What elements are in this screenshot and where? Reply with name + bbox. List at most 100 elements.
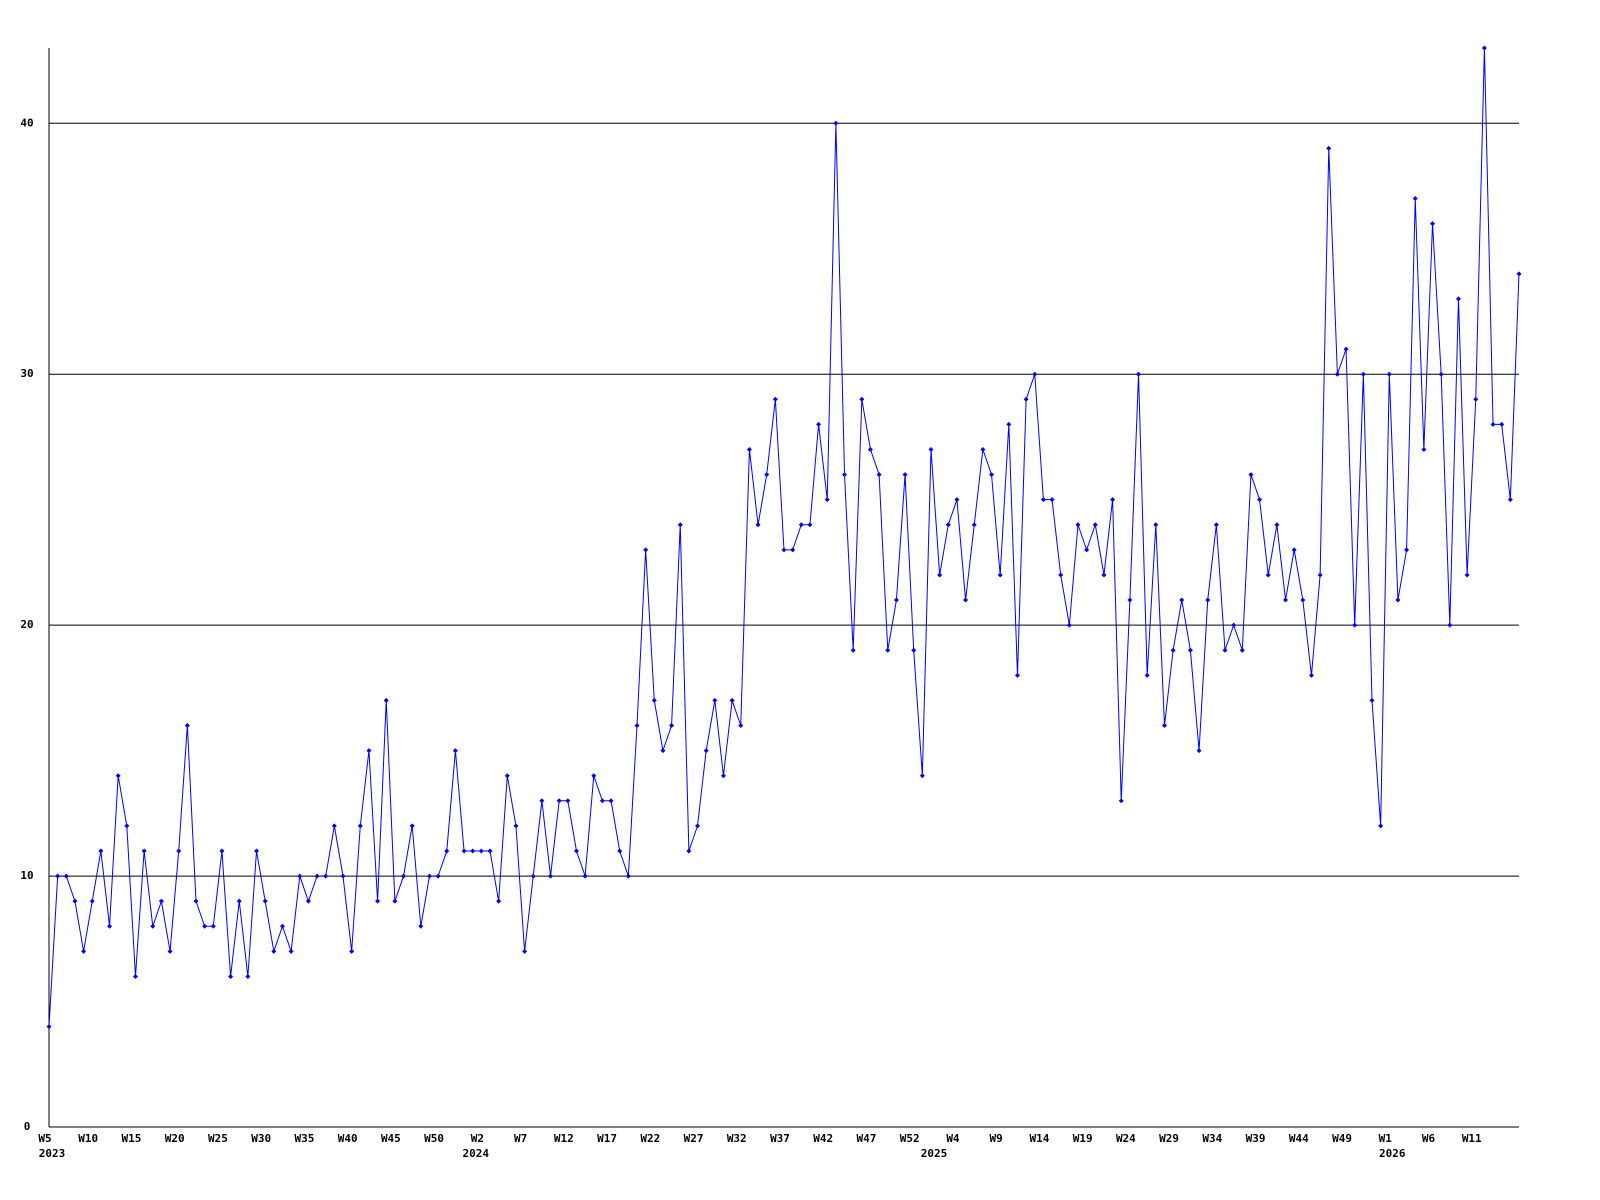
- data-point: [409, 823, 415, 829]
- data-point: [643, 547, 649, 553]
- data-point: [418, 923, 424, 929]
- data-point: [331, 823, 337, 829]
- data-point: [1490, 421, 1496, 427]
- data-point: [530, 873, 536, 879]
- data-point: [833, 120, 839, 126]
- data-point: [677, 522, 683, 528]
- data-point: [176, 848, 182, 854]
- data-point: [1499, 421, 1505, 427]
- data-point: [219, 848, 225, 854]
- data-point: [902, 472, 908, 478]
- x-tick-label: W50: [424, 1132, 444, 1145]
- data-point: [1430, 221, 1436, 227]
- data-point: [193, 898, 199, 904]
- data-point: [738, 723, 744, 729]
- data-point: [1092, 522, 1098, 528]
- x-tick-label: W32: [727, 1132, 747, 1145]
- data-point: [236, 898, 242, 904]
- year-label: 2025: [921, 1147, 948, 1160]
- x-tick-label: W47: [857, 1132, 877, 1145]
- data-point: [1464, 572, 1470, 578]
- data-point: [1265, 572, 1271, 578]
- data-point: [1473, 396, 1479, 402]
- data-point: [963, 597, 969, 603]
- data-point: [824, 497, 830, 503]
- data-point: [478, 848, 484, 854]
- data-point: [158, 898, 164, 904]
- data-point: [1196, 748, 1202, 754]
- data-point: [124, 823, 130, 829]
- x-tick-label: W29: [1159, 1132, 1179, 1145]
- y-tick-label: 30: [20, 367, 33, 380]
- data-point: [919, 773, 925, 779]
- data-point: [1317, 572, 1323, 578]
- data-point: [937, 572, 943, 578]
- data-point: [686, 848, 692, 854]
- data-point: [1326, 145, 1332, 151]
- data-point: [357, 823, 363, 829]
- data-point: [426, 873, 432, 879]
- data-point: [81, 948, 87, 954]
- data-point: [1144, 672, 1150, 678]
- x-tick-label: W45: [381, 1132, 401, 1145]
- data-point: [876, 472, 882, 478]
- data-point: [599, 798, 605, 804]
- data-point: [617, 848, 623, 854]
- data-point: [798, 522, 804, 528]
- data-point: [556, 798, 562, 804]
- data-point: [1023, 396, 1029, 402]
- x-tick-label: W20: [165, 1132, 185, 1145]
- x-tick-label: W52: [900, 1132, 920, 1145]
- data-point: [842, 472, 848, 478]
- data-point: [1412, 196, 1418, 202]
- data-point: [383, 697, 389, 703]
- data-point: [573, 848, 579, 854]
- data-point: [349, 948, 355, 954]
- data-point: [1438, 371, 1444, 377]
- data-point: [513, 823, 519, 829]
- x-tick-label: W15: [122, 1132, 142, 1145]
- data-point: [548, 873, 554, 879]
- data-point: [487, 848, 493, 854]
- data-point: [755, 522, 761, 528]
- data-point: [1274, 522, 1280, 528]
- data-point: [885, 647, 891, 653]
- x-tick-label: W14: [1029, 1132, 1049, 1145]
- data-point: [1101, 572, 1107, 578]
- data-point: [695, 823, 701, 829]
- data-point: [262, 898, 268, 904]
- data-point: [107, 923, 113, 929]
- data-point: [1127, 597, 1133, 603]
- x-tick-label: W4: [946, 1132, 960, 1145]
- data-point: [539, 798, 545, 804]
- data-point: [1343, 346, 1349, 352]
- data-point: [1257, 497, 1263, 503]
- data-point: [859, 396, 865, 402]
- data-point: [634, 723, 640, 729]
- x-tick-label: W11: [1462, 1132, 1482, 1145]
- x-tick-label: W30: [251, 1132, 271, 1145]
- data-point: [1421, 446, 1427, 452]
- x-tick-label: W6: [1422, 1132, 1436, 1145]
- data-point: [729, 697, 735, 703]
- data-point: [314, 873, 320, 879]
- x-tick-label: W10: [78, 1132, 98, 1145]
- data-point: [1066, 622, 1072, 628]
- data-point: [461, 848, 467, 854]
- data-point: [850, 647, 856, 653]
- data-point: [625, 873, 631, 879]
- data-point: [954, 497, 960, 503]
- data-point: [1075, 522, 1081, 528]
- data-point: [867, 446, 873, 452]
- data-point: [1507, 497, 1513, 503]
- data-point: [1248, 472, 1254, 478]
- data-point: [504, 773, 510, 779]
- data-point: [150, 923, 156, 929]
- data-point: [444, 848, 450, 854]
- data-point: [1395, 597, 1401, 603]
- data-point: [245, 973, 251, 979]
- data-point: [366, 748, 372, 754]
- data-point: [1404, 547, 1410, 553]
